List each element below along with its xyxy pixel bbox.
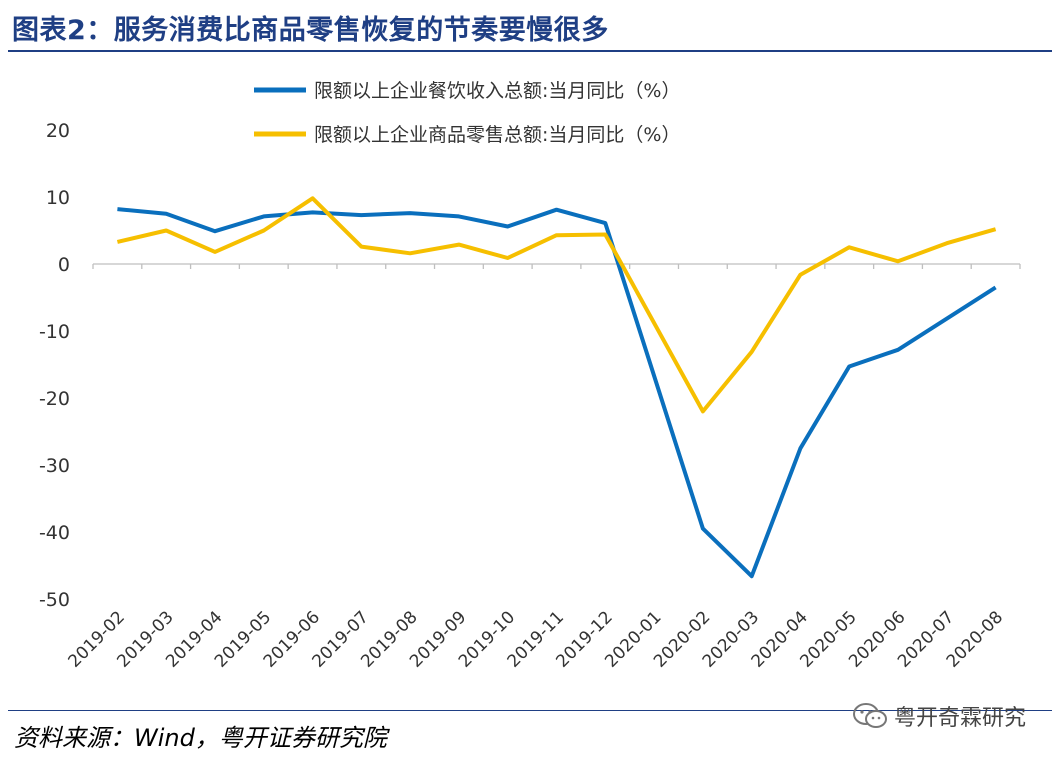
- x-axis: 2019-022019-032019-042019-052019-062019-…: [65, 263, 1021, 672]
- legend-label-1: 限额以上企业餐饮收入总额:当月同比（%）: [314, 80, 680, 102]
- legend: 限额以上企业餐饮收入总额:当月同比（%） 限额以上企业商品零售总额:当月同比（%）: [254, 80, 680, 146]
- footer-divider: [8, 710, 1052, 711]
- watermark: 粤开奇霖研究: [852, 700, 1026, 732]
- source-note: 资料来源：Wind，粤开证券研究院: [14, 724, 387, 752]
- series-line-1: [117, 207, 997, 579]
- y-tick-label: -50: [39, 589, 70, 611]
- y-tick-label: -20: [39, 388, 70, 410]
- y-tick-label: 20: [46, 120, 70, 142]
- y-tick-label: -40: [39, 522, 70, 544]
- legend-label-2: 限额以上企业商品零售总额:当月同比（%）: [314, 124, 680, 146]
- watermark-text: 粤开奇霖研究: [893, 706, 1026, 731]
- wechat-icon: [852, 703, 887, 728]
- y-axis-ticks: 20 10 0 -10 -20 -30 -40 -50: [39, 120, 70, 611]
- series-layer: [116, 196, 997, 579]
- series-line-2: [116, 196, 997, 414]
- title-divider: [8, 50, 1052, 52]
- y-tick-label: -10: [39, 321, 70, 343]
- y-tick-label: 0: [58, 254, 70, 276]
- line-chart: 限额以上企业餐饮收入总额:当月同比（%） 限额以上企业商品零售总额:当月同比（%）…: [39, 80, 1021, 672]
- y-tick-label: -30: [39, 455, 70, 477]
- y-tick-label: 10: [46, 187, 70, 209]
- figure-title: 图表2：服务消费比商品零售恢复的节奏要慢很多: [12, 15, 609, 46]
